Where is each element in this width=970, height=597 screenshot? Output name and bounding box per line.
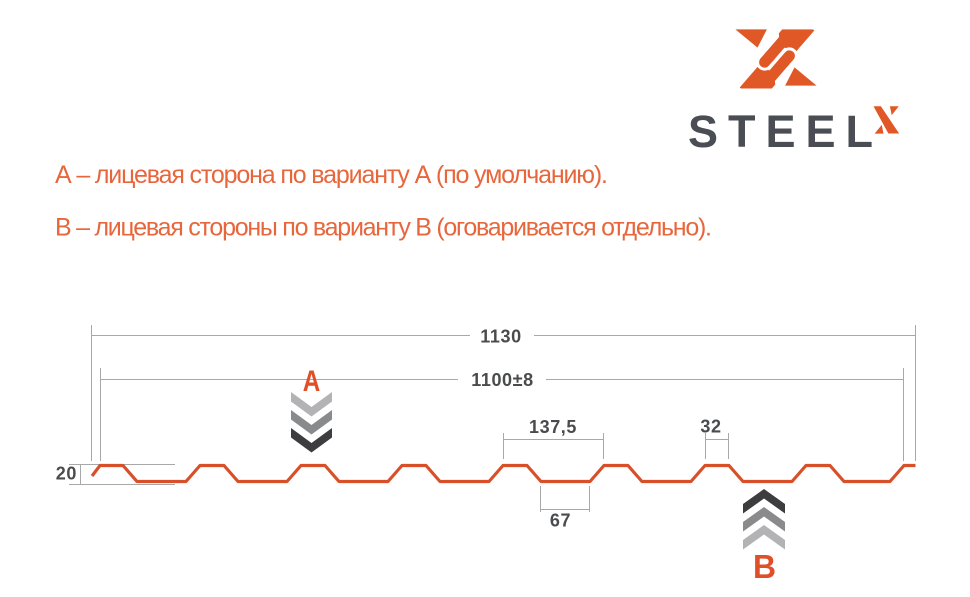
svg-text:20: 20 <box>56 464 77 484</box>
svg-text:B: B <box>753 548 776 585</box>
svg-text:32: 32 <box>700 417 721 437</box>
svg-text:А – лицевая сторона по вариант: А – лицевая сторона по варианту А (по ум… <box>55 161 608 189</box>
svg-text:STEEL: STEEL <box>688 106 883 157</box>
svg-text:67: 67 <box>550 511 571 531</box>
svg-text:1100±8: 1100±8 <box>471 370 534 390</box>
svg-text:В – лицевая стороны по вариант: В – лицевая стороны по варианту В (огова… <box>55 214 712 242</box>
svg-text:1130: 1130 <box>480 327 521 347</box>
svg-text:137,5: 137,5 <box>529 417 577 437</box>
svg-text:A: A <box>303 365 321 398</box>
